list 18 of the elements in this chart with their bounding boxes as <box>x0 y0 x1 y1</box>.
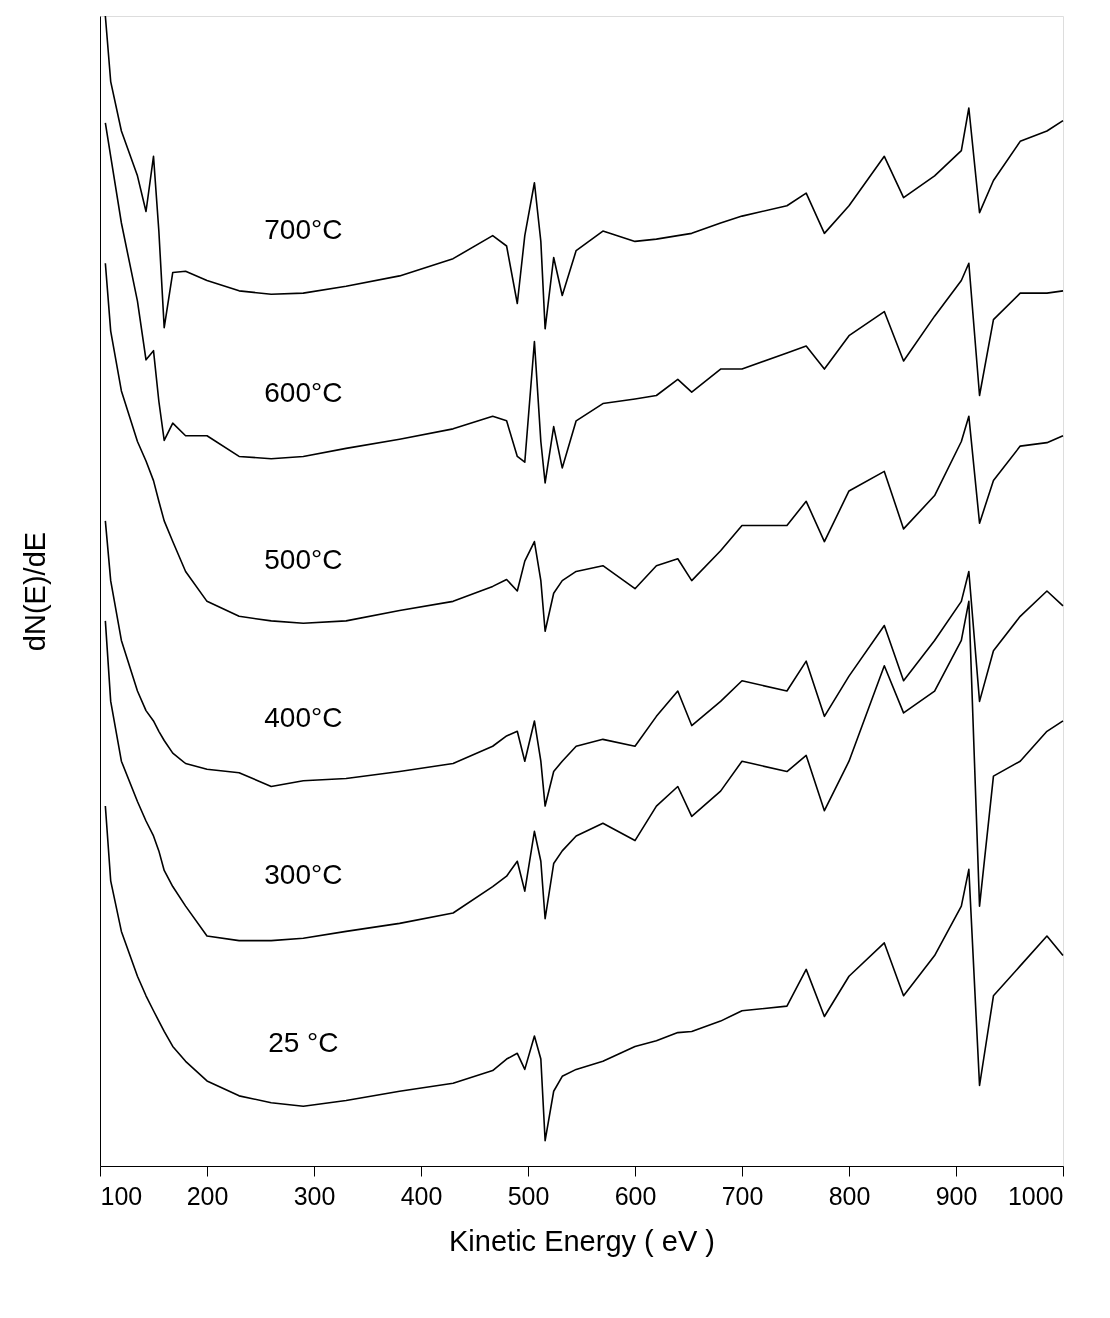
y-axis-title: dN(E)/dE <box>18 531 51 652</box>
x-tick-label: 1000 <box>1007 1181 1064 1210</box>
series-label: 300°C <box>264 859 343 891</box>
x-tick-label: 200 <box>186 1181 229 1210</box>
x-tick-label: 500 <box>507 1181 550 1210</box>
x-tick-label: 800 <box>828 1181 871 1210</box>
x-tick-label: 100 <box>100 1181 143 1210</box>
series-label: 400°C <box>264 701 343 733</box>
x-tick-label: 700 <box>721 1181 764 1210</box>
series-label: 700°C <box>264 214 343 246</box>
x-tick-label: 900 <box>935 1181 978 1210</box>
x-tick-label: 600 <box>614 1181 657 1210</box>
x-tick-label: 300 <box>293 1181 336 1210</box>
series-label: 25 °C <box>268 1027 339 1059</box>
x-axis-title: Kinetic Energy ( eV ) <box>449 1224 715 1257</box>
series-label: 500°C <box>264 544 343 576</box>
series-label: 600°C <box>264 377 343 409</box>
x-tick-label: 400 <box>400 1181 443 1210</box>
